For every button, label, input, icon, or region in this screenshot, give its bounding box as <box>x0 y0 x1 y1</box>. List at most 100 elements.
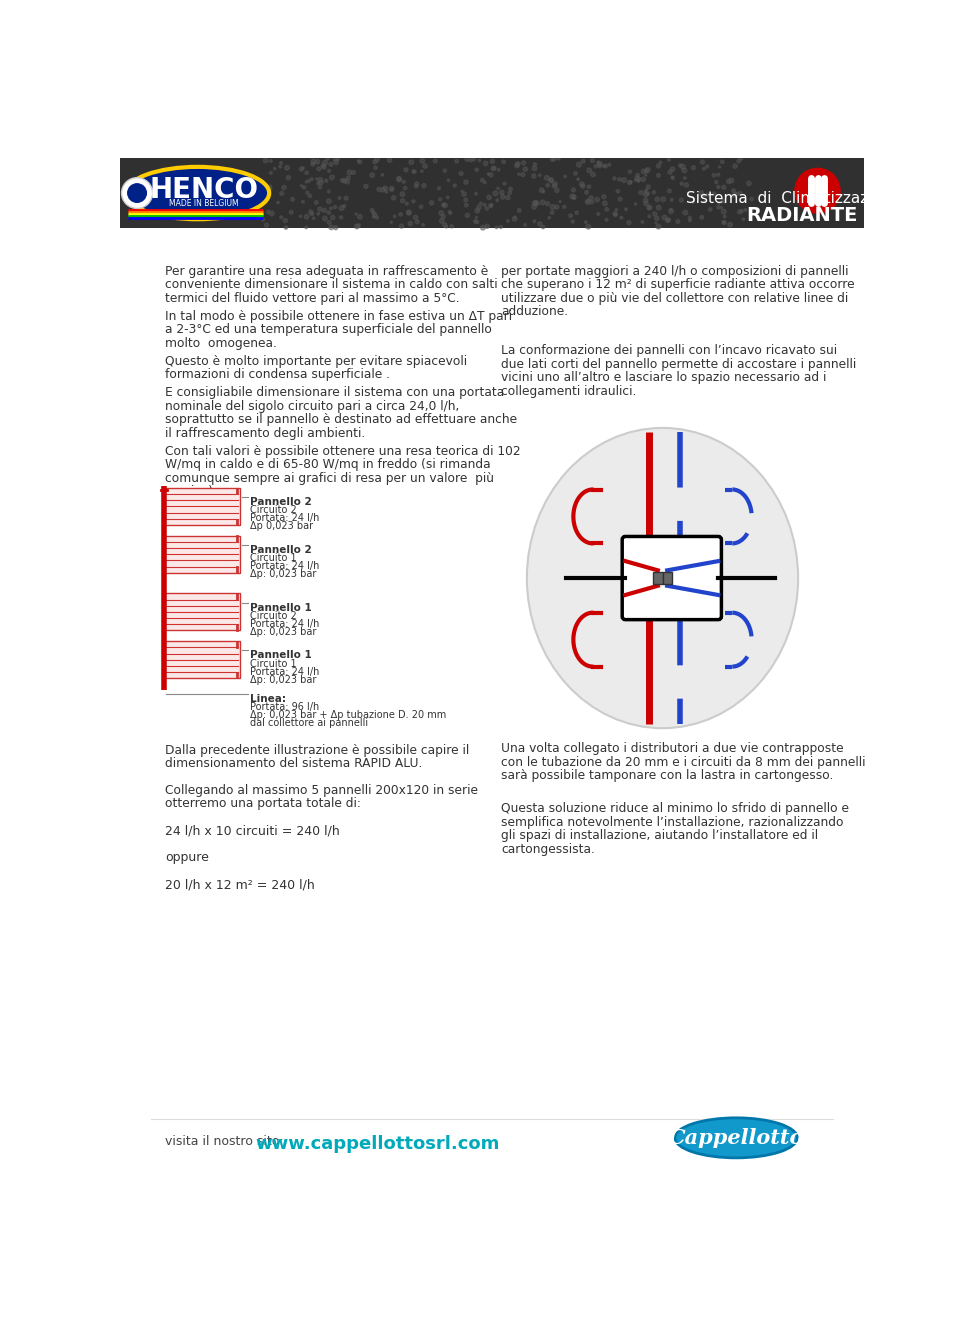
Point <box>630 168 645 189</box>
Point <box>565 211 581 232</box>
Text: Una volta collegato i distributori a due vie contrapposte: Una volta collegato i distributori a due… <box>501 742 844 755</box>
Point <box>674 190 689 211</box>
Point <box>434 210 449 231</box>
Point <box>527 211 542 232</box>
Point <box>733 148 749 169</box>
Point <box>406 191 421 213</box>
Text: utilizzare due o più vie del collettore con relative linee di: utilizzare due o più vie del collettore … <box>501 292 849 305</box>
Point <box>596 186 612 207</box>
Point <box>328 152 344 173</box>
Point <box>469 201 485 222</box>
Point <box>732 182 748 203</box>
Point <box>707 183 722 205</box>
Point <box>700 156 715 177</box>
Text: che superano i 12 m² di superficie radiante attiva occorre: che superano i 12 m² di superficie radia… <box>501 279 855 292</box>
Point <box>608 205 623 226</box>
Point <box>511 164 526 185</box>
Text: molto  omogenea.: molto omogenea. <box>165 337 276 350</box>
Point <box>724 170 739 191</box>
Text: comunque sempre ai grafici di resa per un valore  più: comunque sempre ai grafici di resa per u… <box>165 471 494 484</box>
Point <box>473 193 489 214</box>
Point <box>379 181 395 202</box>
Point <box>370 149 385 170</box>
Text: termici del fluido vettore pari al massimo a 5°C.: termici del fluido vettore pari al massi… <box>165 292 460 305</box>
Text: Δp: 0,023 bar + Δp tubazione D. 20 mm: Δp: 0,023 bar + Δp tubazione D. 20 mm <box>251 710 446 719</box>
Point <box>670 211 685 232</box>
Text: www.cappellottosrl.com: www.cappellottosrl.com <box>255 1135 500 1152</box>
Point <box>479 215 494 236</box>
Point <box>299 172 314 193</box>
Text: adduzione.: adduzione. <box>501 305 568 318</box>
Point <box>549 180 564 201</box>
Point <box>294 158 309 180</box>
Text: Pannello 1: Pannello 1 <box>251 603 312 612</box>
Point <box>660 210 675 231</box>
Point <box>582 176 597 197</box>
Point <box>675 156 690 177</box>
Point <box>304 169 320 190</box>
Point <box>543 170 559 191</box>
Point <box>713 197 729 218</box>
Point <box>710 164 726 185</box>
Bar <box>162 594 240 631</box>
Point <box>543 169 559 190</box>
Point <box>677 168 692 189</box>
Text: Δp: 0,023 bar: Δp: 0,023 bar <box>251 675 317 685</box>
Point <box>479 198 494 219</box>
Text: MADE IN BELGIUM: MADE IN BELGIUM <box>169 199 238 209</box>
Point <box>415 150 430 172</box>
Point <box>414 197 429 218</box>
Point <box>662 161 678 182</box>
Point <box>636 161 651 182</box>
Bar <box>162 642 240 678</box>
Point <box>458 172 473 193</box>
Point <box>677 160 692 181</box>
Point <box>517 158 533 180</box>
Point <box>490 190 505 211</box>
Text: vicini uno all’altro e lasciare lo spazio necessario ad i: vicini uno all’altro e lasciare lo spazi… <box>501 371 827 384</box>
Point <box>517 214 533 235</box>
Point <box>475 216 491 238</box>
Point <box>303 202 319 223</box>
Point <box>299 162 314 183</box>
Point <box>468 207 484 228</box>
Point <box>427 150 443 172</box>
Text: Linea:: Linea: <box>251 693 286 704</box>
Point <box>489 216 504 238</box>
Point <box>368 152 383 173</box>
Point <box>471 150 487 172</box>
Text: otterremo una portata totale di:: otterremo una portata totale di: <box>165 797 361 810</box>
Point <box>416 214 431 235</box>
Point <box>683 207 698 228</box>
Point <box>431 178 446 199</box>
Point <box>365 199 380 220</box>
Point <box>580 190 595 211</box>
Point <box>494 182 510 203</box>
Point <box>534 180 549 201</box>
Text: Questo è molto importante per evitare spiacevoli: Questo è molto importante per evitare sp… <box>165 355 468 368</box>
Text: con le tubazione da 20 mm e i circuiti da 8 mm dei pannelli: con le tubazione da 20 mm e i circuiti d… <box>501 755 866 768</box>
Point <box>563 205 578 226</box>
Point <box>733 201 749 222</box>
Point <box>497 173 513 194</box>
Point <box>640 160 656 181</box>
Point <box>665 168 681 189</box>
Point <box>735 209 751 230</box>
Point <box>366 202 381 223</box>
Point <box>656 189 671 210</box>
Point <box>261 202 276 223</box>
Point <box>302 185 318 206</box>
Point <box>481 186 496 207</box>
Point <box>280 168 296 189</box>
Point <box>660 210 676 231</box>
Point <box>716 213 732 234</box>
Point <box>406 161 421 182</box>
Point <box>588 156 603 177</box>
Point <box>741 173 756 194</box>
Point <box>322 213 337 234</box>
Point <box>334 198 349 219</box>
Point <box>293 206 308 227</box>
Point <box>274 207 289 228</box>
Point <box>491 178 506 199</box>
Point <box>358 176 373 197</box>
